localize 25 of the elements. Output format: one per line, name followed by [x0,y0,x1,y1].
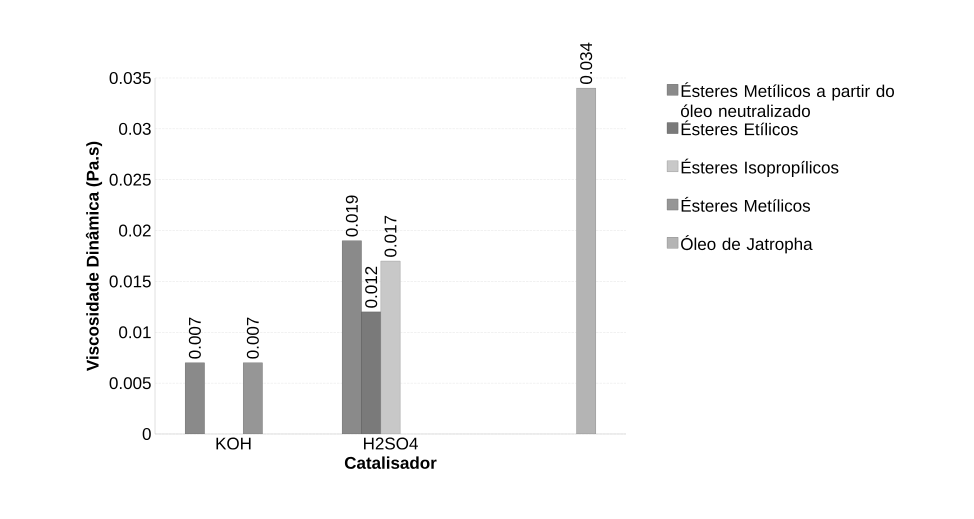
legend-label: Ésteres Etílicos [682,120,798,136]
y-tick-label: 0.02 [119,224,151,237]
bar [185,362,205,434]
x-tick-label: KOH [216,438,251,450]
y-tick-label: 0.01 [119,326,151,338]
data-label: 0.012 [365,266,378,308]
bar [242,362,263,434]
y-tick-label: 0 [142,428,151,440]
legend-label: Ésteres Metílicos a partir do óleo neutralizado [681,82,894,118]
y-axis-title: Viscosidade Dinâmica (Pa.s) [86,142,102,371]
y-tick-label: 0.035 [110,72,151,84]
legend-label: Ésteres Metílicos [682,196,810,212]
y-tick-label: 0.015 [110,275,151,288]
x-axis-title: Catalisador [344,456,437,469]
y-tick-label: 0.025 [110,174,151,186]
data-label: 0.019 [346,195,358,237]
legend-label: Ésteres Isopropílicos [682,158,838,177]
data-label: 0.017 [384,216,397,257]
data-label: 0.034 [580,42,592,84]
x-tick-label: H2SO4 [364,438,418,450]
y-tick-label: 0.03 [119,122,151,135]
legend-label: Óleo de Jatropha [681,235,813,254]
data-label: 0.007 [188,318,201,359]
y-tick-label: 0.005 [110,377,151,390]
data-label: 0.007 [246,318,259,359]
